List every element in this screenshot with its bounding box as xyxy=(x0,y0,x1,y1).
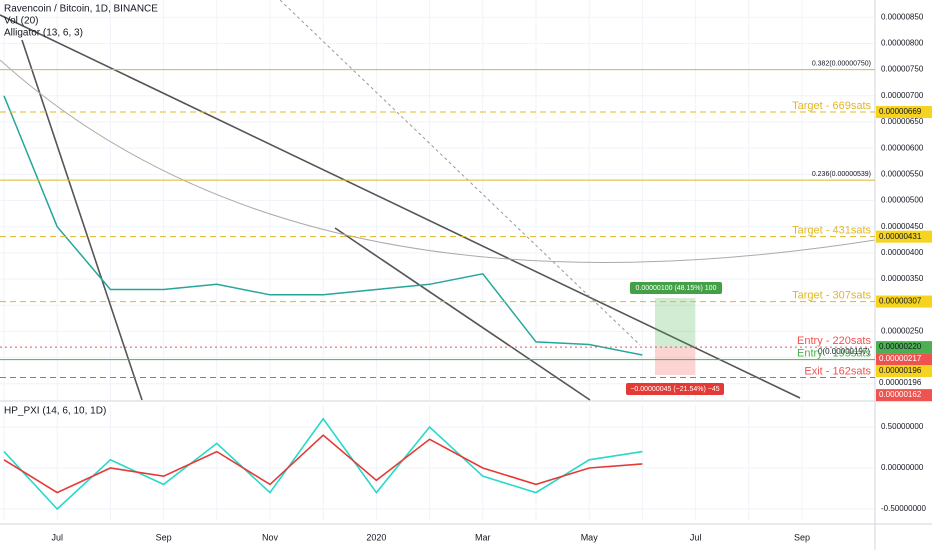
y-tick-label: 0.00000750 xyxy=(881,65,924,74)
level-label: Entry - 220sats xyxy=(797,335,871,347)
x-tick-label: Sep xyxy=(156,532,172,542)
price-tag xyxy=(876,106,932,119)
marks xyxy=(3,417,643,511)
price-line xyxy=(3,95,643,356)
price-tag xyxy=(876,377,932,390)
y-tick-label: 0.00000700 xyxy=(881,91,924,100)
y-tick-label: 0.00000250 xyxy=(881,327,924,336)
level-label: Exit - 162sats xyxy=(804,365,871,377)
loss-zone xyxy=(655,348,695,375)
oscillator-line xyxy=(3,434,643,494)
price-tag xyxy=(876,365,932,378)
oscillator-line xyxy=(3,417,643,511)
trend-line xyxy=(334,227,591,401)
x-tick-label: Sep xyxy=(794,532,810,542)
trend-line xyxy=(279,0,641,346)
level-label: 0.382(0.00000750) xyxy=(812,60,871,67)
oscillator-title: HP_PXI (14, 6, 10, 1D) xyxy=(4,406,106,417)
trend-lines xyxy=(0,0,876,401)
price-tag-label: 0.00000307 xyxy=(879,297,922,306)
price-tag-label: 0.00000196 xyxy=(879,378,922,387)
x-tick-label: Jul xyxy=(51,532,63,542)
level-label: Entry - 195sats xyxy=(797,348,871,360)
loss-badge xyxy=(626,383,724,395)
level-label: Target - 431sats xyxy=(792,225,871,237)
profit-badge xyxy=(630,282,722,294)
level-label: Target - 307sats xyxy=(792,289,871,301)
y-tick-label: 0.00000650 xyxy=(881,117,924,126)
x-tick-label: Nov xyxy=(262,532,279,542)
price-tag-label: 0.00000217 xyxy=(879,354,922,363)
y-tick-label: 0.00000800 xyxy=(881,39,924,48)
y-tick-label: 0.00000850 xyxy=(881,12,924,21)
chart-title: Ravencoin / Bitcoin, 1D, BINANCE xyxy=(4,4,158,15)
price-tag-label: 0.00000196 xyxy=(879,366,922,375)
y-tick-label: 0.00000000 xyxy=(881,463,924,472)
x-tick-label: Jul xyxy=(690,532,702,542)
marks: 0.382(0.00000750) 0.236(0.00000539) Target… xyxy=(0,60,932,402)
level-label: 0.236(0.00000539) xyxy=(812,171,871,178)
profit-zone xyxy=(655,298,695,348)
price-tag xyxy=(876,230,932,243)
y-tick-label: 0.00000500 xyxy=(881,196,924,205)
price-tag-label: 0.00000431 xyxy=(879,232,922,241)
price-tag xyxy=(876,341,932,354)
y-tick-label: 0.00000450 xyxy=(881,222,924,231)
profit-label: 0.00000100 (48.15%) 100 xyxy=(636,285,717,292)
price-tag xyxy=(876,389,932,402)
volume-label: Vol (20) xyxy=(4,16,38,27)
indicator-label: Alligator (13, 6, 3) xyxy=(4,28,83,39)
y-tick-label: -0.50000000 xyxy=(881,504,926,513)
y-tick-label: 0.00000350 xyxy=(881,274,924,283)
y-tick-label: 0.00000600 xyxy=(881,143,924,152)
arc xyxy=(0,59,876,263)
fib-zero-label: 0(0.00000197) xyxy=(818,347,870,356)
price-tag xyxy=(876,295,932,308)
price-tag-label: 0.00000220 xyxy=(879,342,922,351)
y-tick-label: 0.50000000 xyxy=(881,422,924,431)
price-tag-label: 0.00000162 xyxy=(879,390,922,399)
loss-label: −0.00000045 (−21.54%) −45 xyxy=(630,386,719,393)
trend-line xyxy=(0,14,801,399)
x-tick-label: 2020 xyxy=(366,532,386,542)
y-tick-label: 0.00000550 xyxy=(881,169,924,178)
level-label: Target - 669sats xyxy=(792,100,871,112)
y-tick-label: 0.00000400 xyxy=(881,248,924,257)
price-tag xyxy=(876,353,932,366)
trend-line xyxy=(21,39,143,401)
price-tag-label: 0.00000669 xyxy=(879,107,922,116)
x-tick-label: Mar xyxy=(475,532,491,542)
x-tick-label: May xyxy=(581,532,599,542)
